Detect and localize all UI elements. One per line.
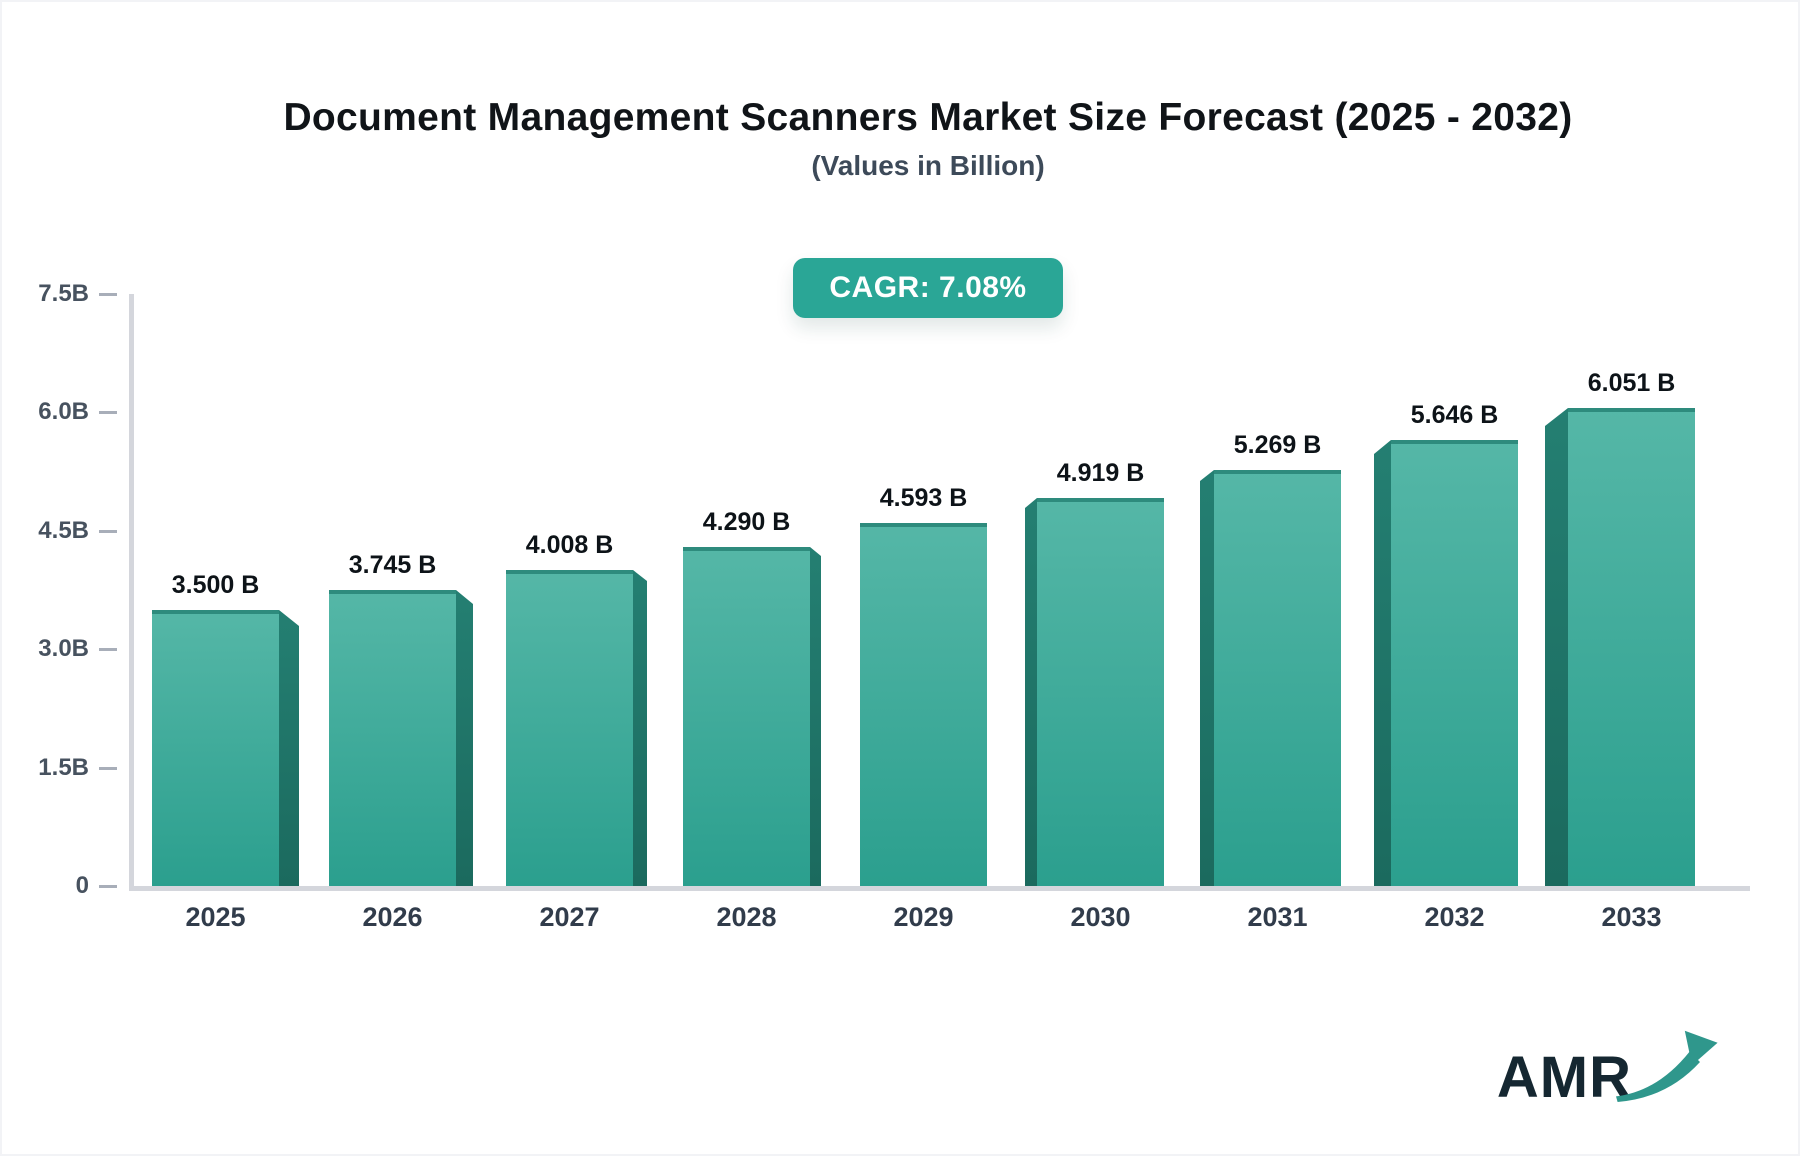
x-axis-label: 2031 [1247,902,1308,932]
y-axis-tick-label: 7.5B [38,280,89,307]
bar-top-rim [506,570,633,574]
bar-value-label: 5.269 B [1233,431,1322,459]
bar-value-label: 3.500 B [171,571,260,599]
bar-group-2030: 4.919 B [1025,459,1164,886]
bar-face [152,610,279,886]
bar-3d-side [633,570,647,886]
bar-3d-side [1025,498,1037,886]
y-axis-tick [99,529,117,533]
bar-value-label: 4.290 B [702,508,791,536]
bar-top-rim [1037,498,1164,502]
y-axis-tick [99,293,117,296]
bar-3d-side [1374,440,1391,886]
bar-group-2031: 5.269 B [1200,431,1341,886]
plot-area: 7.5B 6.0B 4.5B 3.0B 1.5B 0 3.500 B 2025 3.745 B 2… [38,280,1750,932]
cagr-badge: CAGR: 7.08% [793,258,1063,318]
x-axis-label: 2025 [185,902,246,932]
bar-face [329,590,456,886]
x-axis-line [129,886,1750,891]
chart-title: Document Management Scanners Market Size… [283,96,1573,139]
bar-value-label: 5.646 B [1410,401,1499,429]
x-axis-label: 2032 [1424,902,1485,932]
bar-3d-side [456,590,473,886]
y-axis-line [129,294,134,891]
bar-value-label: 3.745 B [348,551,437,579]
bar-value-label: 4.008 B [525,531,614,559]
bar-group-2027: 4.008 B [506,531,647,886]
bar-top-rim [683,547,810,551]
bar-top-rim [1568,408,1695,412]
y-axis-tick [99,885,117,888]
bar-face [506,570,633,886]
bar-face [860,523,987,886]
bar-3d-side [1545,408,1568,886]
cagr-badge-wrap: CAGR: 7.08% [2,258,1798,318]
bar-3d-side [279,610,299,886]
x-axis-label: 2030 [1070,902,1131,932]
bar-group-2028: 4.290 B [683,508,821,886]
bar-face [1568,408,1695,886]
bar-face [683,547,810,886]
y-axis-tick-label: 0 [75,872,89,899]
x-axis-label: 2027 [539,902,600,932]
y-axis-tick-label: 3.0B [38,635,89,663]
bar-face [1391,440,1518,886]
growth-arrow-icon [1616,1029,1720,1108]
x-axis-label: 2029 [893,902,954,932]
y-axis-tick-label: 4.5B [38,516,89,544]
x-axis-label: 2033 [1601,902,1662,932]
chart-subtitle: (Values in Billion) [811,150,1045,181]
bar-group-2033: 6.051 B [1545,369,1695,886]
bar-group-2032: 5.646 B [1374,401,1518,886]
bar-group-2026: 3.745 B [329,551,473,886]
bar-3d-side [1200,470,1214,886]
x-axis-label: 2026 [362,902,423,932]
bar-value-label: 4.919 B [1056,459,1145,487]
bar-top-rim [329,590,456,594]
bar-value-label: 6.051 B [1587,369,1676,397]
bar-group-2025: 3.500 B [152,571,299,886]
bar-face [1214,470,1341,886]
bar-face [1037,498,1164,886]
y-axis-tick-label: 1.5B [38,753,89,781]
bar-top-rim [1391,440,1518,444]
y-axis-tick [99,411,117,415]
bar-top-rim [152,610,279,614]
amr-logo-text: AMR [1496,1044,1632,1110]
bar-top-rim [860,523,987,527]
bar-value-label: 4.593 B [879,484,968,512]
bar-3d-side [810,547,821,886]
y-axis-tick-label: 6.0B [38,398,89,426]
bar-top-rim [1214,470,1341,474]
x-axis-label: 2028 [716,902,777,932]
amr-logo: AMR [1496,1029,1720,1110]
y-axis-tick [99,648,117,652]
bar-group-2029: 4.593 B [860,484,987,886]
y-axis-tick [99,766,117,770]
